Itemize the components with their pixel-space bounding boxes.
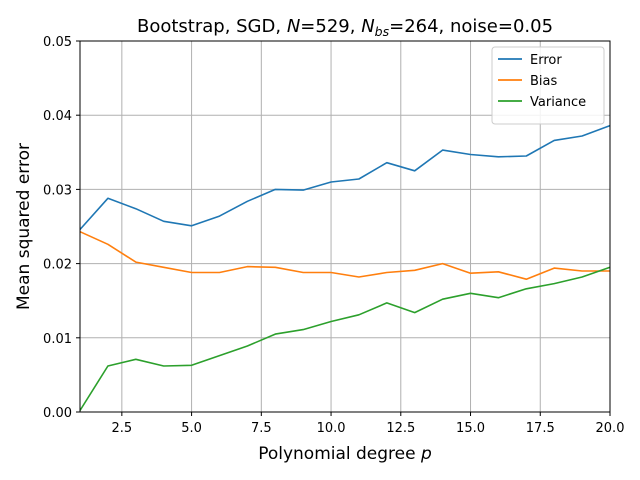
title-text-part: =264, noise=0.05 (389, 16, 553, 37)
title-text-part: Polynomial degree (258, 444, 421, 464)
axis-ticks: 2.5 5.0 7.5 10.0 12.5 15.0 17.5 20.0 0.00 0.01 0.0… (43, 35, 624, 436)
x-tick-label: 20.0 (596, 421, 625, 436)
x-tick-label: 5.0 (181, 421, 202, 436)
plot-series (79, 124, 611, 411)
chart-title: Bootstrap, SGD, N=529, Nbs=264, noise=0.… (137, 16, 553, 39)
x-tick-label: 17.5 (526, 421, 555, 436)
series-line-variance (79, 266, 611, 411)
x-axis-title: Polynomial degree p (258, 444, 432, 464)
y-tick-label: 0.03 (43, 183, 72, 198)
title-text-part: N (287, 16, 300, 37)
x-tick-label: 12.5 (386, 421, 415, 436)
x-tick-label: 10.0 (317, 421, 346, 436)
plot-frame (79, 40, 611, 413)
y-tick-label: 0.01 (43, 332, 72, 347)
x-tick-label: 2.5 (111, 421, 132, 436)
title-text-part: =529, (300, 16, 361, 37)
x-tick-label: 7.5 (251, 421, 272, 436)
y-tick-label: 0.04 (43, 109, 72, 124)
series-line-error (79, 124, 611, 231)
title-text-part: bs (375, 24, 390, 39)
x-tick-label: 15.0 (456, 421, 485, 436)
legend-label: Bias (530, 74, 557, 89)
series-line-bias (79, 230, 610, 281)
legend-label: Error (530, 53, 562, 68)
y-tick-label: 0.02 (43, 258, 72, 273)
y-axis-title: Mean squared error (14, 143, 34, 310)
title-text-part: N (361, 16, 374, 37)
y-tick-label: 0.00 (43, 406, 72, 421)
title-text-part: Bootstrap, SGD, (137, 16, 287, 37)
legend: Error Bias Variance (491, 46, 605, 125)
title-text-part: p (420, 444, 432, 464)
legend-label: Variance (530, 95, 586, 110)
legend-box (491, 46, 605, 125)
y-tick-label: 0.05 (43, 35, 72, 50)
